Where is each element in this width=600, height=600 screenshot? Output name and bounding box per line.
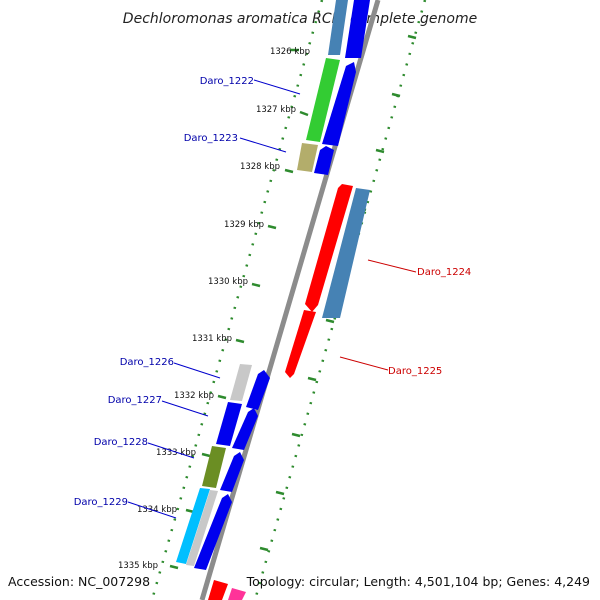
connector-daro-1222: [253, 79, 301, 95]
accession-text: Accession: NC_007298: [8, 574, 150, 589]
tick-label: 1330 kbp: [208, 277, 248, 287]
tick-label: 1328 kbp: [240, 162, 280, 172]
tick-mark: [275, 490, 285, 496]
tick-mark: [299, 110, 309, 117]
tick-label: 1333 kbp: [156, 448, 196, 458]
gene-partial-bottom: [208, 580, 228, 600]
gene-label-daro-1229[interactable]: Daro_1229: [74, 497, 128, 508]
gene-cog-daro-1227: [216, 402, 242, 446]
tick-mark: [375, 148, 385, 154]
tick-mark: [307, 376, 317, 382]
gene-cog-daro-1229: [176, 488, 210, 564]
tick-mark: [217, 394, 227, 400]
tick-mark: [291, 432, 301, 438]
gene-label-daro-1228[interactable]: Daro_1228: [94, 437, 148, 448]
gene-cog-daro-1228: [202, 446, 226, 488]
gene-daro-1225[interactable]: [285, 310, 316, 378]
connector-daro-1223: [239, 137, 287, 153]
connector-daro-1224: [367, 259, 417, 273]
tick-label: 1326 kbp: [270, 47, 310, 57]
tick-label: 1331 kbp: [192, 334, 232, 344]
gene-daro-1229[interactable]: [194, 494, 232, 570]
topology-text: Topology: circular; Length: 4,501,104 bp…: [246, 574, 590, 589]
connector-daro-1228: [147, 442, 195, 459]
tick-label: 1332 kbp: [174, 391, 214, 401]
gene-label-daro-1224[interactable]: Daro_1224: [417, 267, 471, 278]
tick-mark: [235, 338, 245, 344]
connector-daro-1229: [127, 501, 177, 519]
gene-label-daro-1225[interactable]: Daro_1225: [388, 366, 442, 377]
tick-mark: [267, 224, 277, 230]
gene-label-daro-1226[interactable]: Daro_1226: [120, 357, 174, 368]
map-title: Dechloromonas aromatica RCB, complete ge…: [123, 11, 477, 27]
tick-mark: [407, 34, 417, 40]
gene-daro-1223[interactable]: [314, 146, 334, 175]
tick-label: 1329 kbp: [224, 220, 264, 230]
tick-mark: [169, 564, 179, 570]
tick-label: 1334 kbp: [137, 505, 177, 515]
gene-label-daro-1223[interactable]: Daro_1223: [184, 133, 238, 144]
gene-label-daro-1227[interactable]: Daro_1227: [108, 395, 162, 406]
tick-mark: [325, 318, 335, 324]
gene-label-daro-1222[interactable]: Daro_1222: [200, 76, 254, 87]
tick-label: 1335 kbp: [118, 561, 158, 571]
tick-mark: [284, 168, 294, 174]
gene-daro-1228[interactable]: [220, 452, 244, 492]
tick-labels: 1326 kbp 1327 kbp 1328 kbp 1329 kbp 1330…: [118, 47, 310, 571]
gene-cog-daro-1229-b: [186, 490, 218, 566]
gene-daro-1227[interactable]: [232, 408, 258, 450]
gene-daro-1224[interactable]: [305, 184, 353, 312]
gene-partial-top: [345, 0, 370, 58]
gene-cog-daro-1226: [230, 364, 252, 401]
tick-mark: [391, 92, 401, 98]
gene-cog-partial-top: [328, 0, 348, 55]
gene-labels: Daro_1222 Daro_1223 Daro_1224 Daro_1225 …: [74, 76, 472, 508]
connector-daro-1227: [161, 400, 209, 417]
tick-label: 1327 kbp: [256, 105, 296, 115]
tick-mark: [201, 452, 211, 458]
gene-cog-daro-1224: [322, 188, 370, 318]
gene-daro-1226[interactable]: [246, 370, 270, 410]
left-guide-line: [150, 0, 324, 600]
tick-marks: [169, 34, 417, 570]
gene-cog-daro-1223: [297, 143, 318, 172]
tick-mark: [251, 282, 261, 288]
gene-partial-bottom-pink: [228, 588, 246, 600]
connector-daro-1225: [339, 356, 389, 371]
gene-daro-1222[interactable]: [322, 62, 356, 146]
gene-cog-daro-1222: [306, 58, 340, 142]
tick-mark: [259, 546, 269, 552]
connector-daro-1226: [173, 362, 221, 379]
label-connectors: [127, 79, 417, 519]
